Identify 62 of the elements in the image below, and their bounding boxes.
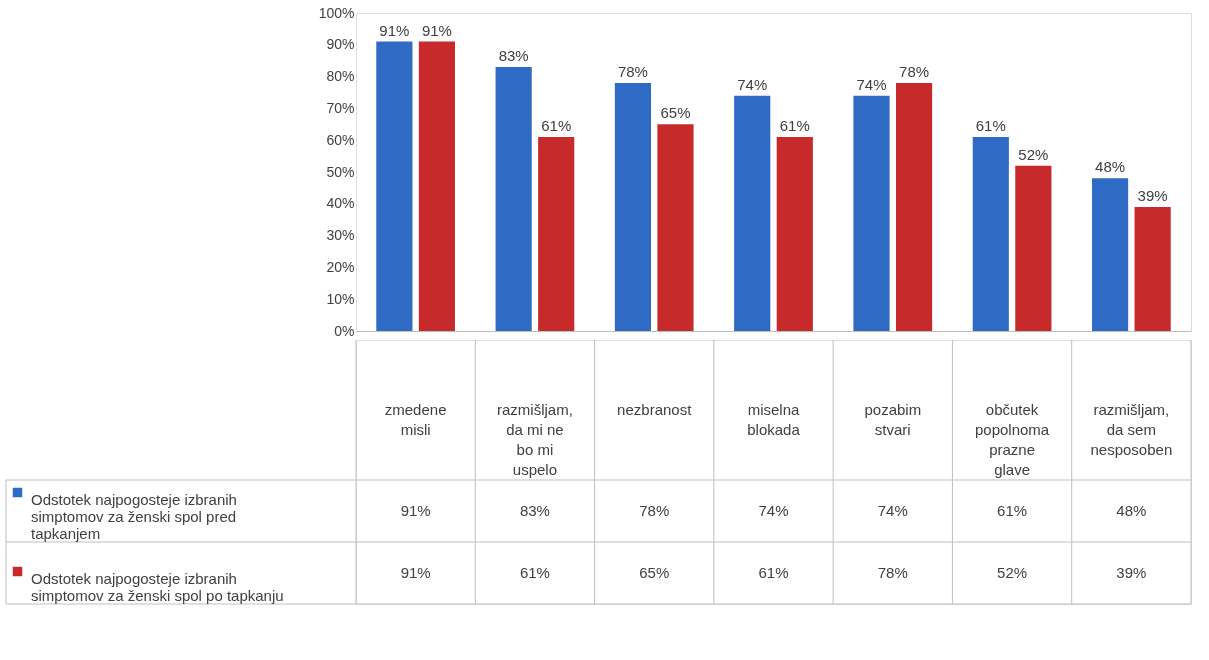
data-label: 65% [639,564,670,581]
bar [895,82,933,331]
bar [972,137,1009,331]
x-tick-label: nezbranost [617,401,693,418]
bar [418,41,456,331]
bar [538,137,575,331]
data-label: 78% [877,564,908,581]
text: 74% [737,75,768,93]
x-tick-label: občutek popolnoma prazne glave [974,401,1050,478]
bar [376,41,413,331]
bar [1091,178,1129,331]
y-tick-label: 10% [326,290,355,307]
text: 65% [660,104,691,122]
data-label: 61% [519,564,550,581]
bar [495,67,532,331]
data-label: 52% [997,564,1028,581]
text: 61% [779,117,810,135]
y-tick-label: 40% [326,195,355,212]
x-tick-label: pozabim stvari [864,401,922,438]
x-tick-label: miselna blokada [747,401,801,438]
y-tick-label: 80% [326,68,355,85]
text: 91% [421,21,452,39]
bar [734,95,771,331]
text: 78% [617,62,648,80]
data-label: 39% [1116,564,1147,581]
y-tick-label: 100% [318,4,355,21]
text: 52% [1018,145,1049,163]
data-label: 61% [758,564,789,581]
y-tick-label: 0% [334,322,355,339]
text: 91% [379,21,410,39]
y-tick-label: 70% [326,99,355,116]
text: 74% [856,75,887,93]
bar [1015,165,1052,331]
data-label: 91% [400,502,431,519]
data-label: 74% [758,502,789,519]
y-tick-label: 60% [326,131,355,148]
data-label: 74% [877,502,908,519]
text: 61% [541,117,572,135]
legend-label: Odstotek najpogosteje izbranih simptomov za ženski spol pred tapkanjem [31,490,237,542]
text: 83% [498,47,529,65]
y-tick-label: 30% [326,227,355,244]
text: 48% [1095,158,1126,176]
y-tick-label: 20% [326,258,355,275]
bar [853,95,890,331]
data-label: 91% [400,564,431,581]
text: 61% [975,117,1006,135]
data-label: 48% [1116,502,1147,519]
data-label: 83% [519,502,550,519]
bar [614,82,652,331]
text: 39% [1137,186,1168,204]
data-label: 61% [997,502,1028,519]
y-tick-label: 50% [326,163,355,180]
text: 78% [899,62,930,80]
bar [1134,206,1171,331]
x-tick-label: razmišljam, da mi ne bo mi uspelo [497,401,573,478]
bar [776,137,813,331]
data-label: 78% [639,502,670,519]
legend-label: Odstotek najpogosteje izbranih simptomov za ženski spol po tapkanju [31,569,284,604]
x-tick-label: razmišljam, da sem nesposoben [1090,401,1173,458]
bar [657,124,694,331]
y-tick-label: 90% [326,36,355,53]
x-tick-label: zmedene misli [384,401,447,438]
